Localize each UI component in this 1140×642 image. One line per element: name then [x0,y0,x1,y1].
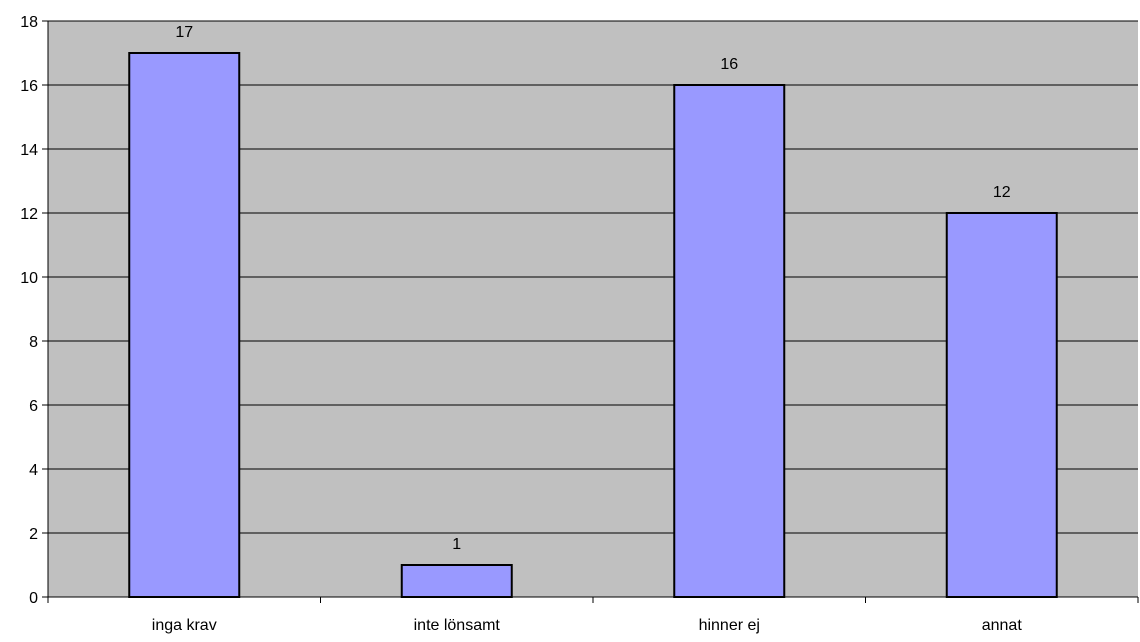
bar [128,52,241,598]
y-tick-label: 4 [29,462,38,479]
y-tick-label: 12 [20,206,38,223]
data-labels: 17 1 16 12 [175,24,1010,553]
x-tick-label: inte lönsamt [414,617,501,634]
bar [945,212,1058,598]
y-tick-label: 2 [29,526,38,543]
y-tick-label: 18 [20,14,38,31]
data-label: 12 [993,184,1011,201]
bar [673,84,786,598]
x-tick-label: inga krav [152,617,217,634]
y-tick-labels: 0 2 4 6 8 10 12 14 16 18 [20,14,48,607]
y-tick-label: 14 [20,142,38,159]
y-tick-label: 16 [20,78,38,95]
x-tick-label: hinner ej [699,617,760,634]
x-tick-labels: inga krav inte lönsamt hinner ej annat [152,617,1023,634]
y-tick-label: 6 [29,398,38,415]
bar [400,564,513,598]
y-tick-label: 10 [20,270,38,287]
data-label: 16 [720,56,738,73]
data-label: 17 [175,24,193,41]
y-tick-label: 8 [29,334,38,351]
x-tick-label: annat [982,617,1023,634]
data-label: 1 [452,536,461,553]
bars [128,52,1058,598]
y-tick-label: 0 [29,590,38,607]
